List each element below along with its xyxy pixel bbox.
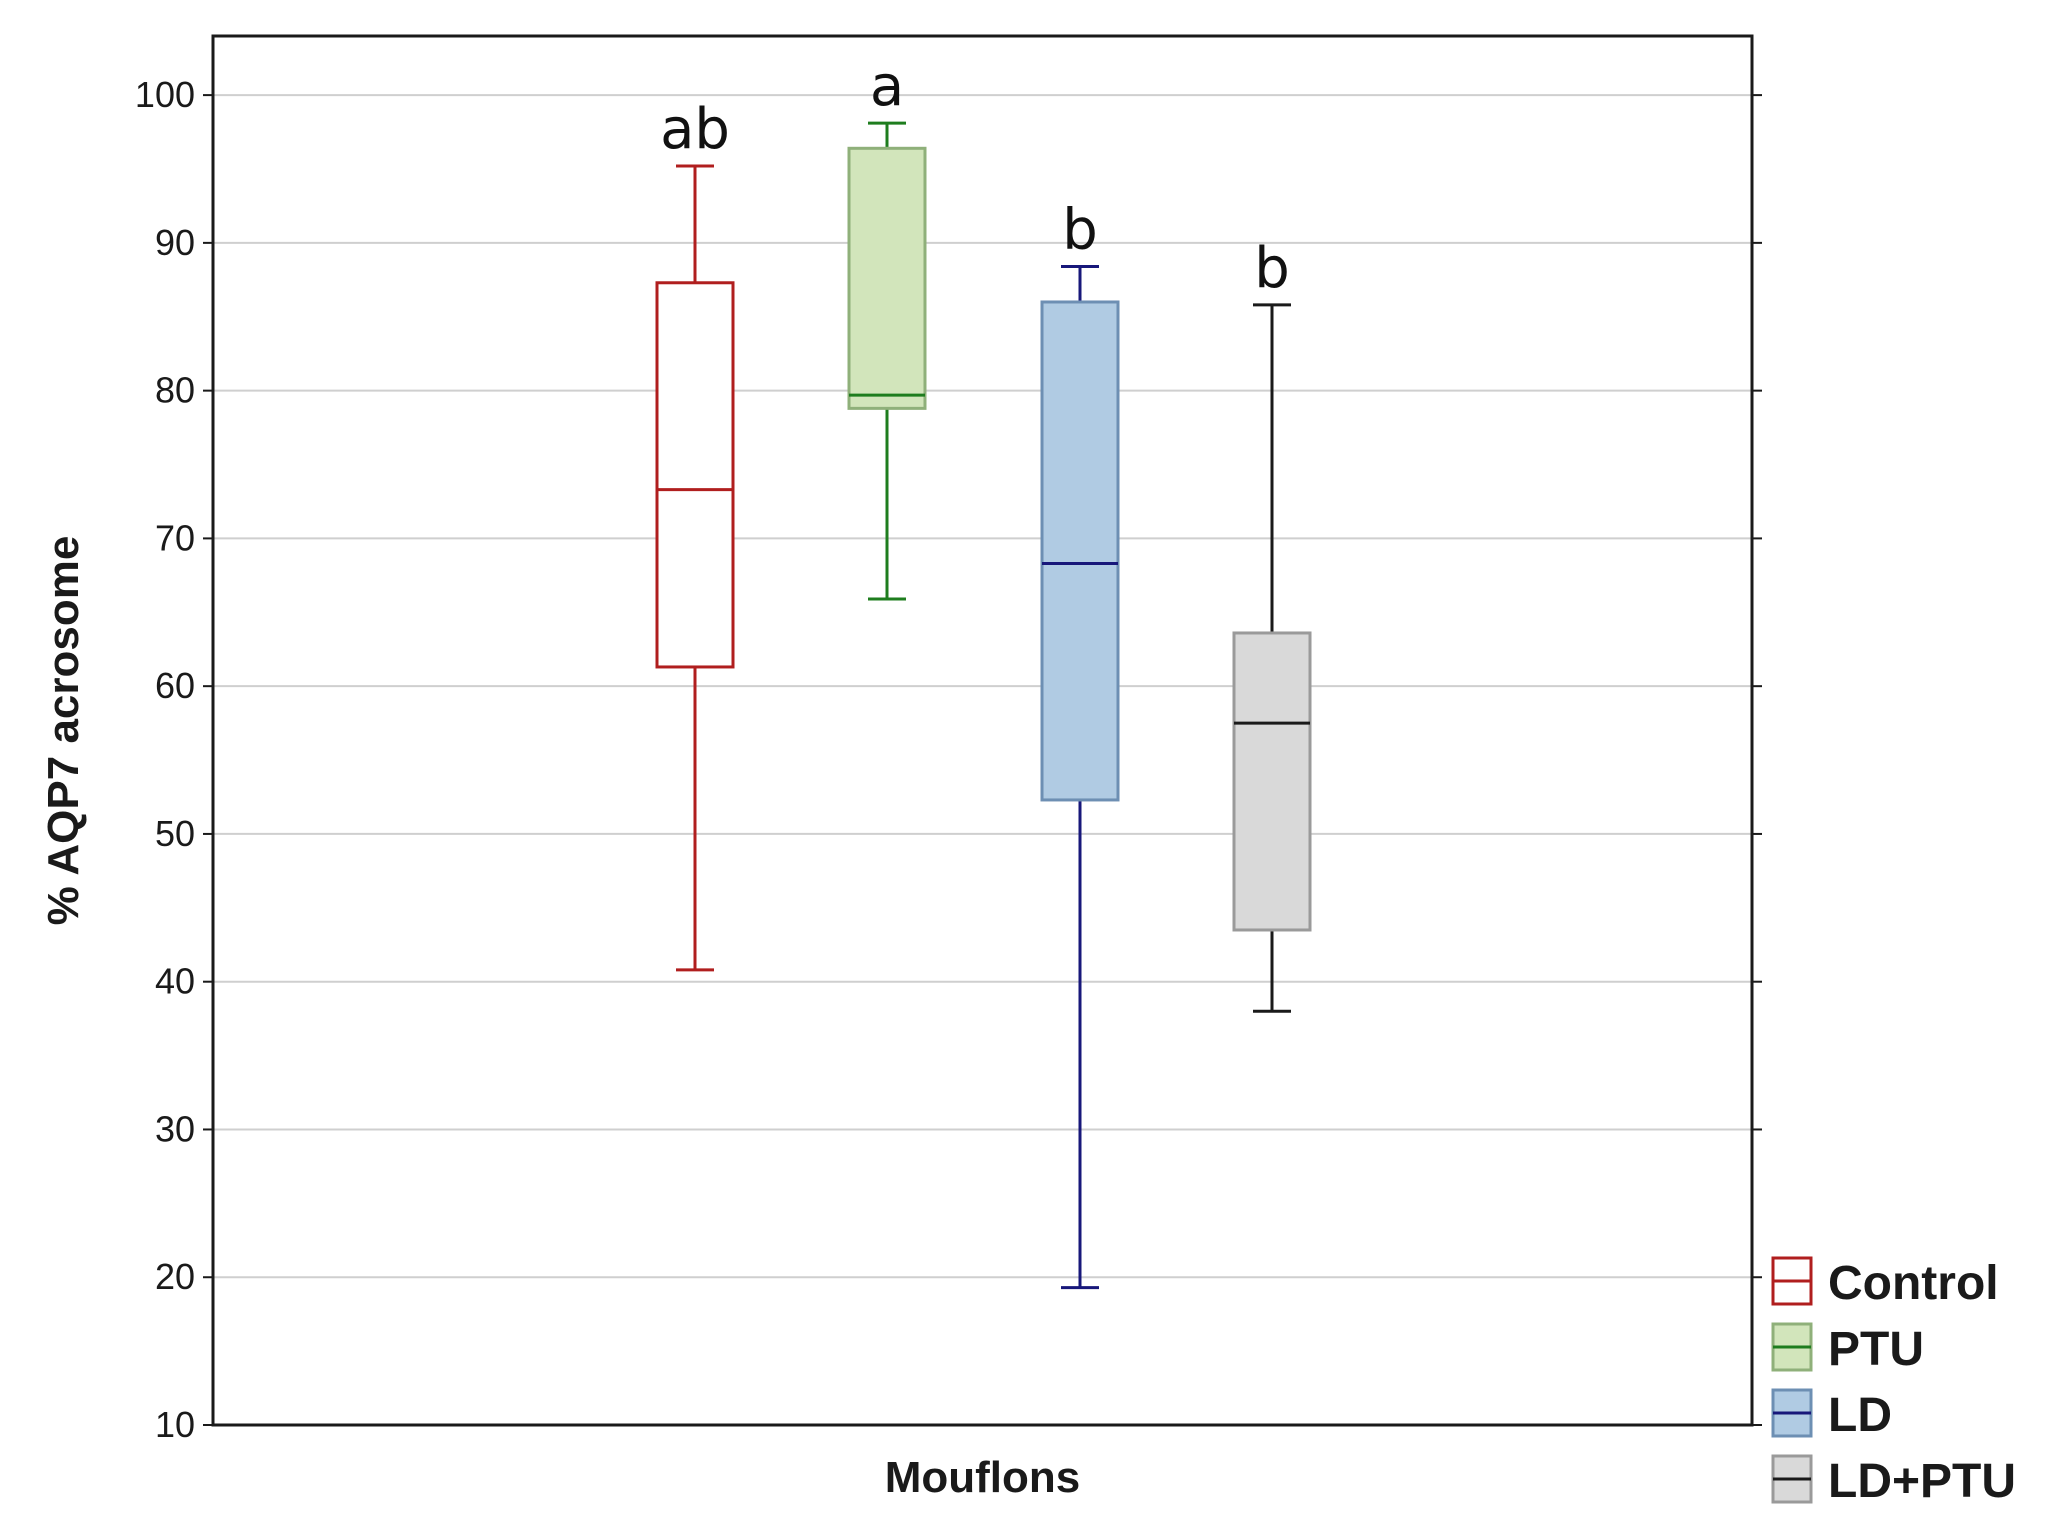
y-tick-label: 30 — [155, 1108, 195, 1149]
y-tick-label: 10 — [155, 1404, 195, 1445]
y-tick-label: 50 — [155, 813, 195, 854]
y-axis-title: % AQP7 acrosome — [39, 536, 88, 926]
legend: Control PTU LD LD+PTU — [1771, 1256, 2016, 1508]
y-axis-ticks: 10 20 30 40 50 60 70 80 90 100 — [135, 74, 1762, 1445]
iqr-box — [1040, 300, 1120, 802]
legend-item: Control — [1771, 1256, 1999, 1310]
iqr-box — [655, 281, 735, 669]
legend-item: PTU — [1771, 1322, 1924, 1376]
legend-label: PTU — [1828, 1323, 1924, 1376]
significance-letter: b — [1062, 198, 1098, 263]
plot-frame — [211, 34, 1754, 1427]
x-axis-title: Mouflons — [885, 1453, 1081, 1502]
iqr-box — [847, 146, 927, 410]
box-control — [655, 164, 735, 972]
significance-letter: a — [870, 54, 904, 119]
y-tick-label: 40 — [155, 961, 195, 1002]
iqr-box — [1232, 631, 1312, 932]
y-tick-label: 80 — [155, 370, 195, 411]
legend-label: Control — [1828, 1257, 1999, 1310]
legend-label: LD — [1828, 1389, 1892, 1442]
boxes — [655, 121, 1312, 1290]
box-ptu — [847, 121, 927, 601]
y-tick-label: 20 — [155, 1256, 195, 1297]
y-tick-label: 90 — [155, 222, 195, 263]
y-tick-label: 70 — [155, 517, 195, 558]
significance-letter: ab — [660, 97, 730, 162]
box-ld — [1040, 265, 1120, 1290]
significance-letter: b — [1254, 236, 1290, 301]
legend-label: LD+PTU — [1828, 1455, 2016, 1508]
box-ld-ptu — [1232, 303, 1312, 1013]
legend-item: LD — [1771, 1388, 1892, 1442]
legend-item: LD+PTU — [1771, 1454, 2016, 1508]
y-tick-label: 100 — [135, 74, 195, 115]
gridlines — [213, 94, 1752, 1279]
y-tick-label: 60 — [155, 665, 195, 706]
